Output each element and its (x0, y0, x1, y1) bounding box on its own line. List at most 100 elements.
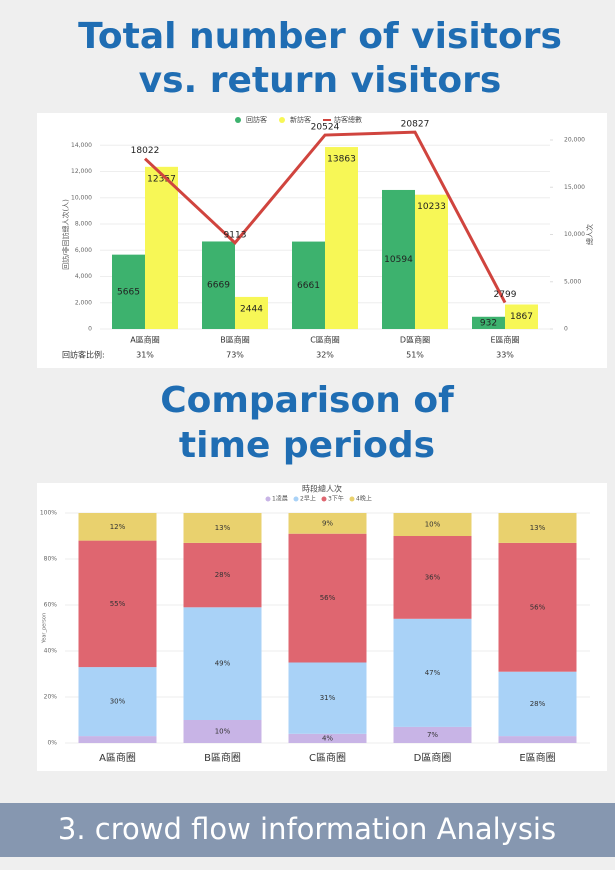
legend-swatch (265, 496, 271, 502)
y2-tick-label: 10,000 (564, 231, 585, 238)
legend-label: 4晚上 (356, 495, 372, 503)
bar-segment (393, 536, 472, 619)
bar-segment (288, 733, 367, 743)
bar (415, 194, 448, 329)
value-label: 1867 (510, 312, 533, 322)
legend-swatch (349, 496, 355, 502)
value-label: 2799 (494, 290, 517, 300)
legend-label: 新訪客 (290, 115, 311, 124)
value-label: 7% (427, 731, 438, 739)
bar-segment (498, 513, 577, 543)
value-label: 31% (320, 694, 336, 702)
value-label: 55% (110, 600, 126, 608)
legend-label: 訪客總數 (334, 115, 362, 124)
y-tick-label: 80% (44, 556, 58, 563)
y-tick-label: 60% (44, 602, 58, 609)
chart-title: 時段總人次 (302, 484, 342, 494)
y-tick-label: 0 (88, 326, 92, 333)
bar-segment (183, 513, 262, 543)
legend-label: 2早上 (300, 495, 316, 503)
bar-segment (393, 513, 472, 536)
legend-label: 3下午 (328, 495, 344, 503)
value-label: 13863 (327, 155, 356, 165)
value-label: 12357 (147, 174, 176, 184)
heading: Total number of visitors (78, 16, 562, 57)
heading: time periods (179, 425, 435, 466)
line (143, 130, 507, 304)
x-tick-label: E區商圈 (519, 751, 555, 764)
legend-swatch (293, 496, 299, 502)
value-label: 10233 (417, 202, 446, 212)
y2-tick-label: 15,000 (564, 184, 585, 191)
x-tick-label: B區商圈 (204, 751, 241, 764)
bar (292, 241, 325, 329)
value-label: 47% (425, 669, 441, 677)
y-tick-label: 40% (44, 648, 58, 655)
bar-segment (288, 513, 367, 534)
heading: vs. return visitors (139, 60, 502, 101)
legend-swatch (321, 496, 327, 502)
bar (112, 254, 145, 329)
bar-segment (183, 720, 262, 743)
value-label: 4% (322, 734, 333, 742)
x-tick-label: D區商圈 (400, 335, 430, 345)
heading: Comparison of (160, 380, 454, 421)
y-tick-label: 6,000 (75, 247, 92, 254)
bar (235, 296, 268, 329)
value-label: 56% (530, 603, 546, 611)
footer-bar (0, 803, 615, 857)
value-label: 49% (215, 660, 231, 668)
bar-segment (393, 618, 472, 727)
y-tick-label: 2,000 (75, 299, 92, 306)
y-axis-label: 回訪/非回訪總人次(人) (61, 199, 70, 270)
bar-segment (288, 662, 367, 734)
y2-tick-label: 20,000 (564, 137, 585, 144)
value-label: 10594 (384, 255, 413, 265)
bar-segment (498, 736, 577, 743)
legend-swatch (279, 117, 285, 123)
bar (505, 304, 538, 329)
value-label: 10% (215, 728, 231, 736)
value-label: 9113 (224, 230, 247, 240)
value-label: 13% (530, 524, 546, 532)
y-tick-label: 10,000 (71, 194, 92, 201)
ratio-value: 73% (226, 351, 244, 360)
value-label: 20524 (311, 123, 340, 133)
bar (382, 189, 415, 329)
legend-swatch (235, 117, 241, 123)
x-tick-label: A區商圈 (99, 751, 136, 764)
value-label: 9% (322, 519, 333, 527)
y-tick-label: 100% (40, 510, 57, 517)
bar-segment (498, 671, 577, 737)
footer-text: 3. crowd flow information Analysis (58, 812, 556, 846)
bar (202, 241, 235, 329)
bar-segment (78, 667, 157, 737)
bar-segment (78, 540, 157, 668)
bar-segment (183, 607, 262, 720)
value-label: 10% (425, 521, 441, 529)
value-label: 6669 (207, 281, 230, 291)
value-label: 12% (110, 523, 126, 531)
value-label: 36% (425, 573, 441, 581)
ratio-value: 31% (136, 351, 154, 360)
y2-tick-label: 5,000 (564, 278, 581, 285)
bar (472, 316, 505, 329)
bar (325, 147, 358, 329)
y-tick-label: 4,000 (75, 273, 92, 280)
value-label: 28% (215, 571, 231, 579)
chart-panel (37, 113, 607, 368)
value-label: 30% (110, 698, 126, 706)
ratio-value: 32% (316, 351, 334, 360)
x-tick-label: B區商圈 (220, 335, 250, 345)
y-tick-label: 14,000 (71, 142, 92, 149)
x-tick-label: C區商圈 (309, 751, 346, 764)
ratio-value: 51% (406, 351, 424, 360)
bar-segment (288, 533, 367, 663)
value-label: 6661 (297, 281, 320, 291)
y-tick-label: 12,000 (71, 168, 92, 175)
value-label: 28% (530, 700, 546, 708)
y2-tick-label: 0 (564, 326, 568, 333)
value-label: 5665 (117, 287, 140, 297)
bar-segment (498, 542, 577, 672)
